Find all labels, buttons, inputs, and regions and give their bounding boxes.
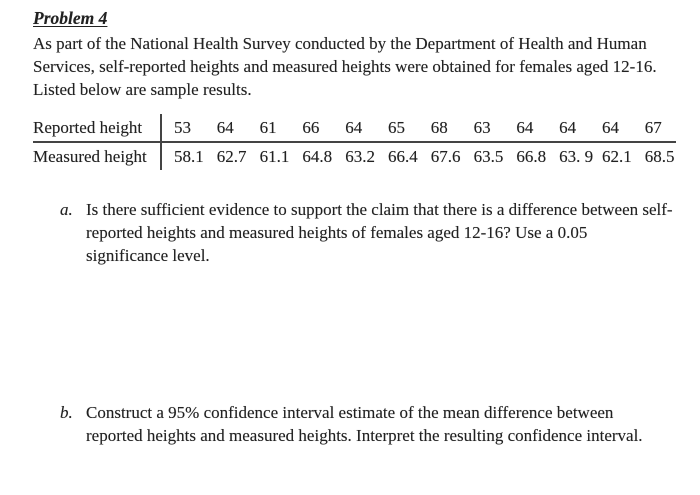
intro-line: Listed below are sample results. bbox=[33, 80, 252, 99]
table-cell: 63. 9 bbox=[559, 147, 594, 166]
table-row-reported-height: Reported height 53 64 61 66 64 65 68 63 … bbox=[33, 114, 676, 143]
measured-height-values: 58.1 62.7 61.1 64.8 63.2 66.4 67.6 63.5 … bbox=[160, 143, 676, 170]
intro-line: As part of the National Health Survey co… bbox=[33, 34, 647, 53]
table-cell: 58.1 bbox=[174, 147, 204, 166]
question-b-text: Construct a 95% confidence interval esti… bbox=[86, 401, 643, 447]
table-cell: 64.8 bbox=[302, 147, 333, 166]
table-cell: 66.4 bbox=[387, 147, 418, 166]
table-cell: 64 bbox=[601, 118, 619, 137]
table-cell: 68.5 bbox=[644, 147, 675, 166]
table-cell: 53 bbox=[174, 118, 191, 137]
reported-height-values: 53 64 61 66 64 65 68 63 64 64 64 67 bbox=[160, 114, 676, 141]
table-cell: 61 bbox=[259, 118, 277, 137]
question-line: reported heights and measured heights. I… bbox=[86, 426, 643, 445]
table-cell: 63.2 bbox=[345, 147, 375, 166]
question-part-b: b. Construct a 95% confidence interval e… bbox=[60, 401, 643, 447]
question-line: Is there sufficient evidence to support … bbox=[86, 200, 673, 219]
question-part-a: a. Is there sufficient evidence to suppo… bbox=[60, 198, 673, 267]
table-cell: 63.5 bbox=[473, 147, 504, 166]
intro-paragraph: As part of the National Health Survey co… bbox=[33, 32, 657, 101]
row-label-measured-height: Measured height bbox=[33, 146, 147, 166]
table-cell: 61.1 bbox=[259, 147, 290, 166]
intro-line: Services, self-reported heights and meas… bbox=[33, 57, 657, 76]
row-label-reported-height: Reported height bbox=[33, 117, 143, 137]
heights-data-table: Reported height 53 64 61 66 64 65 68 63 … bbox=[33, 114, 676, 170]
table-cell: 66 bbox=[302, 118, 320, 137]
table-row-measured-height: Measured height 58.1 62.7 61.1 64.8 63.2… bbox=[33, 143, 676, 170]
page-title: Problem 4 bbox=[33, 8, 108, 28]
table-cell: 64 bbox=[216, 118, 234, 137]
question-line: significance level. bbox=[86, 246, 210, 265]
table-cell: 68 bbox=[430, 118, 448, 137]
table-cell: 67.6 bbox=[430, 147, 461, 166]
table-cell: 67 bbox=[644, 118, 662, 137]
table-cell: 64 bbox=[345, 118, 363, 137]
question-a-text: Is there sufficient evidence to support … bbox=[86, 198, 673, 267]
table-cell: 62.1 bbox=[601, 147, 632, 166]
table-cell: 64 bbox=[516, 118, 534, 137]
question-line: Construct a 95% confidence interval esti… bbox=[86, 403, 614, 422]
table-cell: 65 bbox=[387, 118, 405, 137]
table-cell: 64 bbox=[559, 118, 577, 137]
table-cell: 63 bbox=[473, 118, 491, 137]
question-line: reported heights and measured heights of… bbox=[86, 223, 588, 242]
table-cell: 66.8 bbox=[516, 147, 547, 166]
table-cell: 62.7 bbox=[216, 147, 247, 166]
question-b-marker: b. bbox=[60, 403, 73, 422]
question-a-marker: a. bbox=[60, 200, 73, 219]
